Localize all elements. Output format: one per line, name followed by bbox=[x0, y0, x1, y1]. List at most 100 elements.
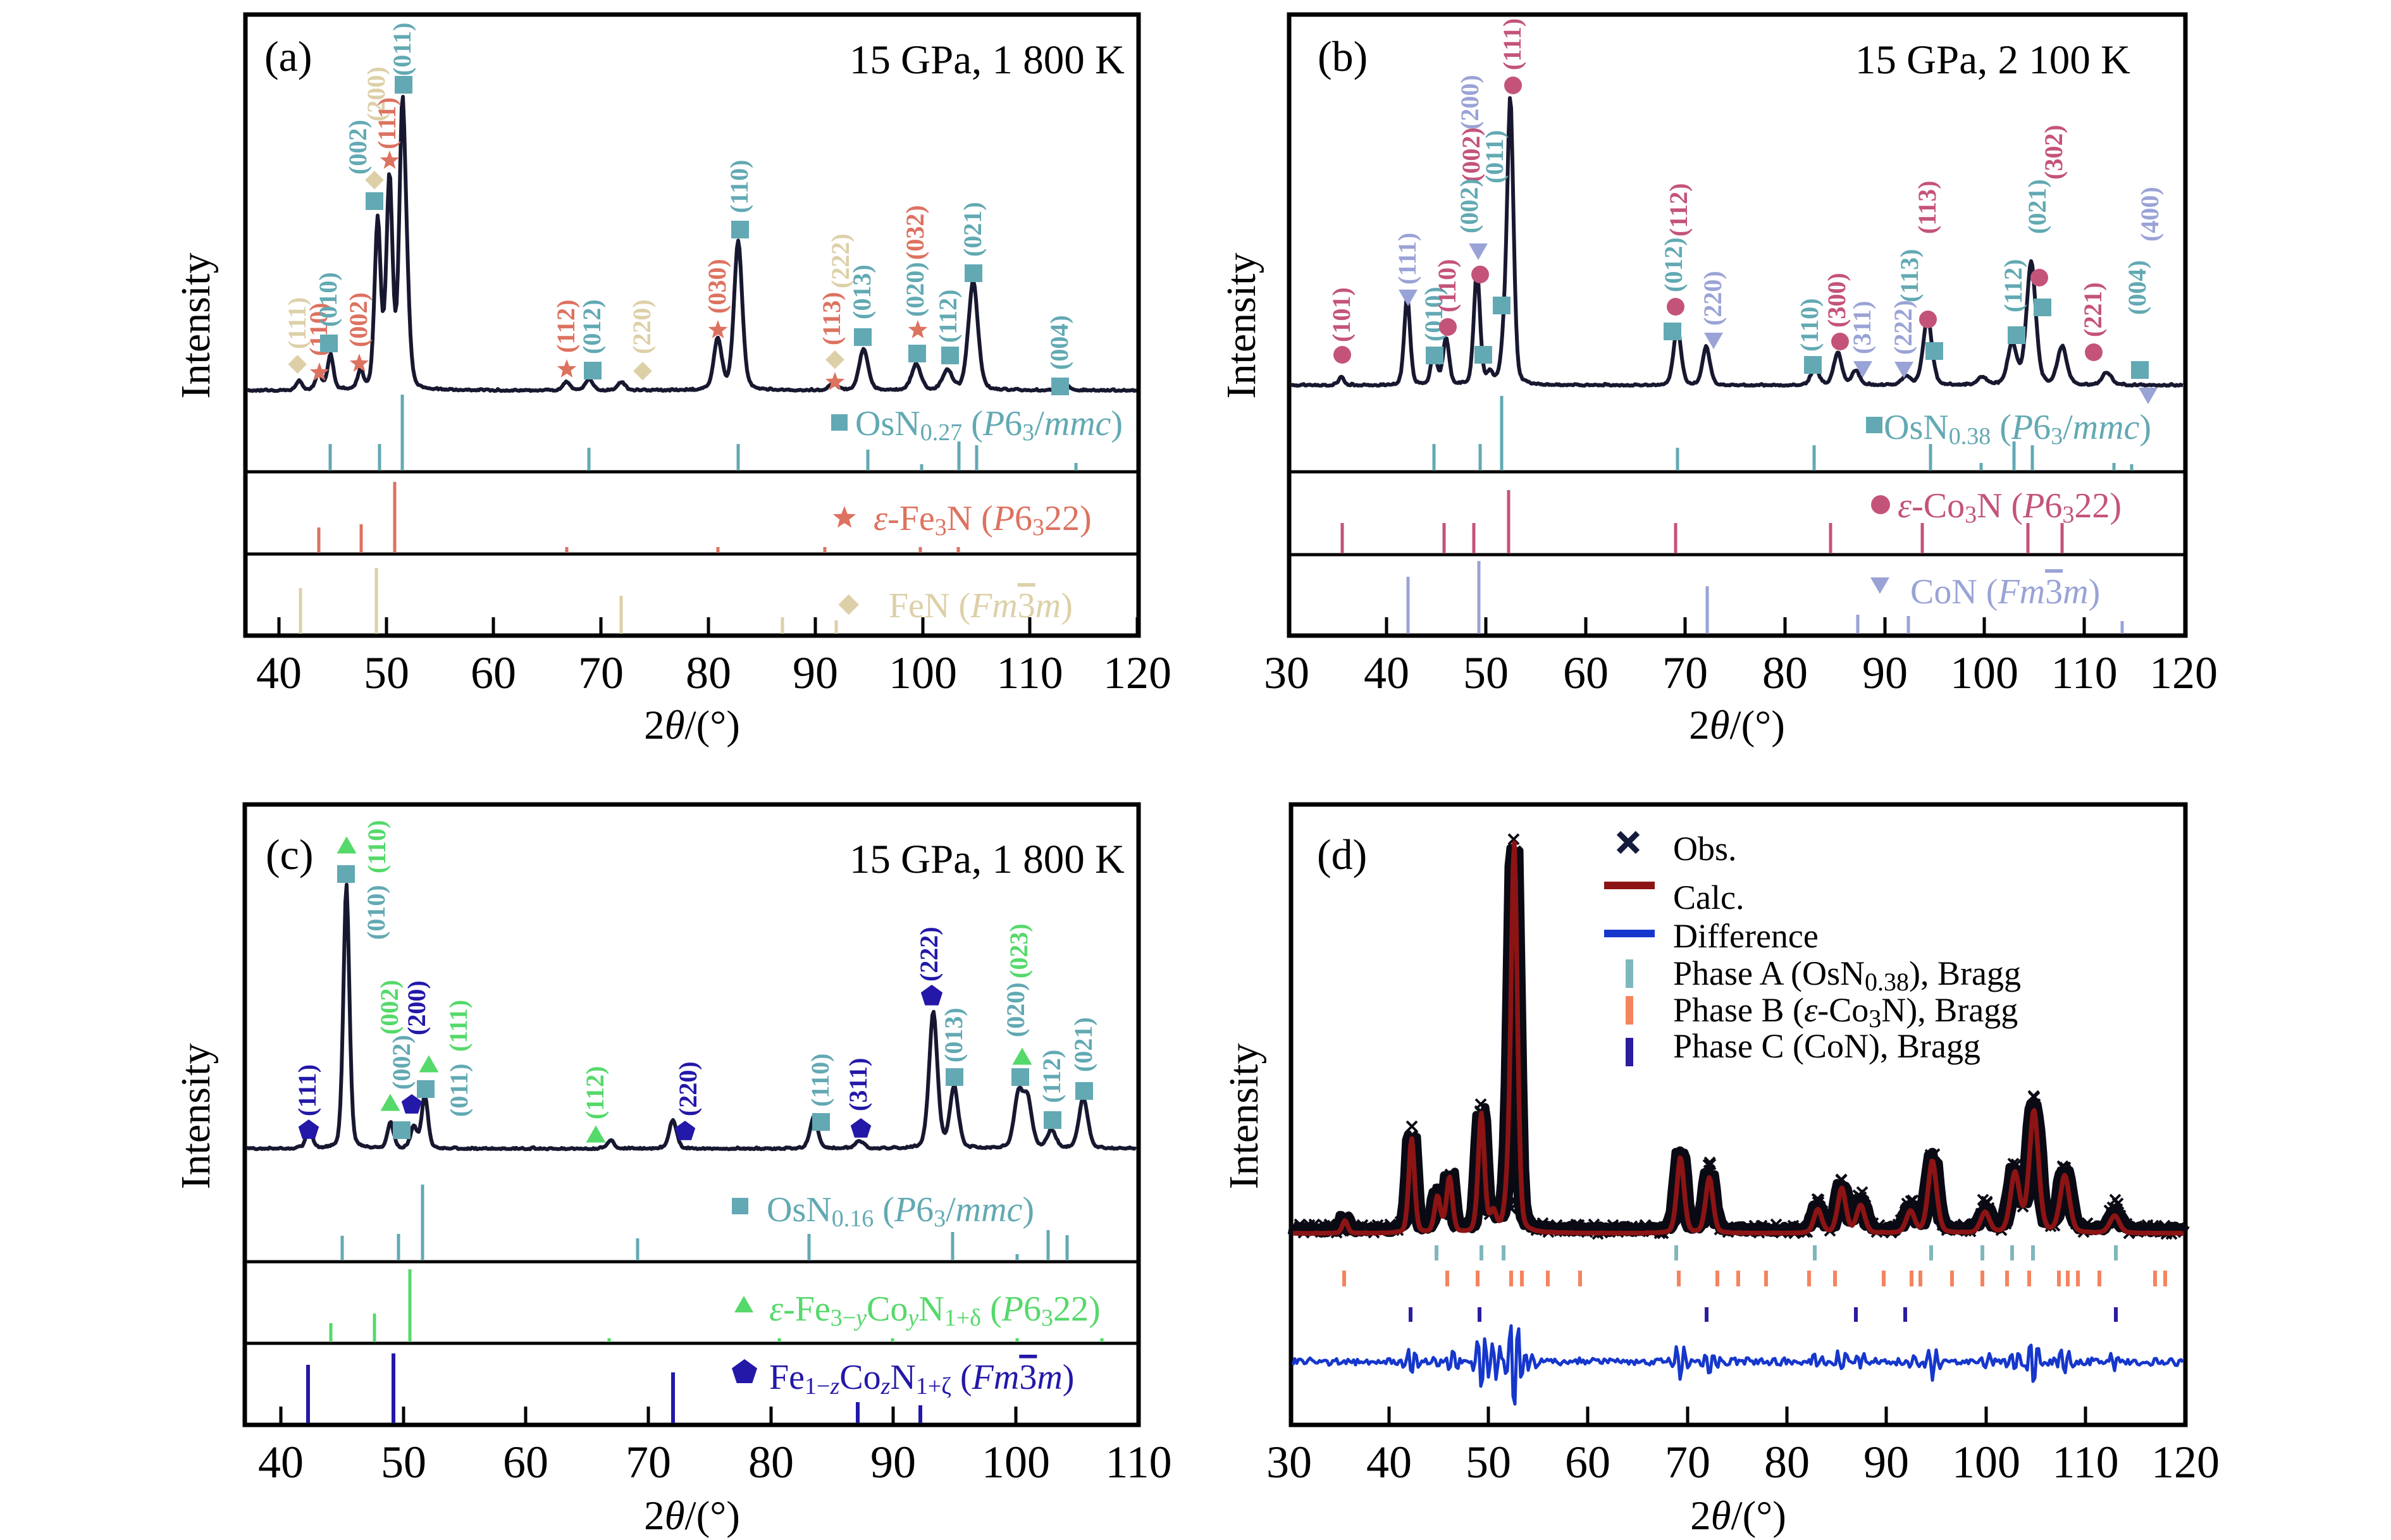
svg-text:(220): (220) bbox=[674, 1061, 702, 1116]
svg-text:110: 110 bbox=[2052, 1437, 2118, 1488]
svg-text:(011): (011) bbox=[388, 23, 416, 76]
svg-text:2θ/(°): 2θ/(°) bbox=[644, 1493, 740, 1539]
svg-text:Intensity: Intensity bbox=[1221, 1044, 1267, 1190]
svg-text:60: 60 bbox=[1565, 1437, 1610, 1488]
svg-text:(002): (002) bbox=[1455, 178, 1483, 233]
svg-text:110: 110 bbox=[1105, 1437, 1171, 1488]
svg-text:CoN (Fm3m): CoN (Fm3m) bbox=[1910, 572, 2100, 612]
svg-text:(112): (112) bbox=[1999, 259, 2027, 312]
svg-text:(302): (302) bbox=[2039, 125, 2068, 180]
svg-text:OsN0.38 (P63/mmc): OsN0.38 (P63/mmc) bbox=[1884, 408, 2151, 450]
svg-text:Phase A (OsN0.38), Bragg: Phase A (OsN0.38), Bragg bbox=[1673, 954, 2021, 996]
svg-text:(010): (010) bbox=[362, 885, 390, 940]
svg-text:Calc.: Calc. bbox=[1673, 878, 1744, 916]
svg-text:(200): (200) bbox=[362, 66, 390, 121]
svg-text:(113): (113) bbox=[1895, 249, 1924, 302]
svg-text:(021): (021) bbox=[958, 202, 987, 257]
svg-text:70: 70 bbox=[578, 648, 624, 698]
svg-text:(004): (004) bbox=[2123, 260, 2151, 315]
svg-text:ε-Fe3N (P6322): ε-Fe3N (P6322) bbox=[874, 499, 1092, 541]
svg-text:Intensity: Intensity bbox=[1218, 253, 1264, 399]
svg-text:80: 80 bbox=[1764, 1437, 1810, 1488]
svg-text:(013): (013) bbox=[848, 264, 876, 319]
svg-text:(d): (d) bbox=[1317, 830, 1367, 878]
svg-text:80: 80 bbox=[686, 648, 731, 698]
svg-text:(200): (200) bbox=[1455, 75, 1484, 130]
svg-text:70: 70 bbox=[1662, 648, 1708, 698]
svg-text:Difference: Difference bbox=[1673, 917, 1819, 955]
svg-text:90: 90 bbox=[793, 648, 838, 698]
svg-text:50: 50 bbox=[381, 1437, 426, 1488]
svg-text:90: 90 bbox=[870, 1437, 916, 1488]
svg-text:80: 80 bbox=[748, 1437, 794, 1488]
svg-text:FeN (Fm3m): FeN (Fm3m) bbox=[889, 586, 1073, 625]
svg-text:(c): (c) bbox=[266, 830, 313, 878]
svg-text:(112): (112) bbox=[1664, 183, 1693, 237]
svg-text:(111): (111) bbox=[1498, 18, 1526, 70]
svg-text:100: 100 bbox=[1952, 1437, 2020, 1488]
svg-text:(030): (030) bbox=[703, 259, 731, 314]
svg-text:(112): (112) bbox=[934, 290, 962, 343]
svg-text:(400): (400) bbox=[2135, 187, 2164, 242]
svg-text:(023): (023) bbox=[1004, 923, 1033, 978]
svg-text:40: 40 bbox=[1364, 648, 1409, 698]
svg-text:(002): (002) bbox=[344, 292, 373, 347]
svg-text:40: 40 bbox=[258, 1437, 304, 1488]
svg-text:(b): (b) bbox=[1318, 32, 1368, 80]
svg-text:(002): (002) bbox=[387, 1035, 416, 1090]
svg-text:Obs.: Obs. bbox=[1673, 830, 1737, 868]
svg-text:(110): (110) bbox=[806, 1054, 834, 1107]
svg-text:60: 60 bbox=[503, 1437, 548, 1488]
svg-text:(013): (013) bbox=[939, 1007, 968, 1063]
svg-text:2θ/(°): 2θ/(°) bbox=[1689, 703, 1785, 748]
svg-text:(111): (111) bbox=[283, 297, 311, 349]
svg-text:(010): (010) bbox=[314, 272, 342, 327]
svg-text:40: 40 bbox=[256, 648, 302, 698]
svg-text:15 GPa, 1 800 K: 15 GPa, 1 800 K bbox=[850, 37, 1125, 83]
svg-text:ε-Co3N (P6322): ε-Co3N (P6322) bbox=[1898, 486, 2122, 528]
svg-text:(113): (113) bbox=[1913, 181, 1941, 234]
svg-text:30: 30 bbox=[1264, 648, 1309, 698]
svg-text:100: 100 bbox=[982, 1437, 1050, 1488]
svg-text:(021): (021) bbox=[2023, 179, 2051, 234]
svg-text:100: 100 bbox=[1950, 648, 2018, 698]
svg-text:15 GPa, 1 800 K: 15 GPa, 1 800 K bbox=[850, 837, 1125, 882]
svg-text:(020): (020) bbox=[901, 262, 929, 317]
svg-text:(110): (110) bbox=[1433, 259, 1461, 312]
svg-text:60: 60 bbox=[1563, 648, 1609, 698]
svg-text:(220): (220) bbox=[1698, 271, 1727, 326]
svg-text:(112): (112) bbox=[581, 1066, 609, 1119]
svg-text:110: 110 bbox=[996, 648, 1063, 698]
svg-text:(222): (222) bbox=[915, 927, 943, 982]
svg-text:(112): (112) bbox=[1037, 1050, 1066, 1103]
svg-text:(012): (012) bbox=[578, 299, 606, 354]
svg-text:OsN0.27 (P63/mmc): OsN0.27 (P63/mmc) bbox=[855, 404, 1123, 446]
svg-text:60: 60 bbox=[471, 648, 516, 698]
svg-text:120: 120 bbox=[2149, 648, 2218, 698]
svg-text:(113): (113) bbox=[817, 292, 846, 345]
svg-text:15 GPa, 2 100 K: 15 GPa, 2 100 K bbox=[1855, 37, 2130, 83]
svg-text:(021): (021) bbox=[1069, 1017, 1097, 1072]
svg-text:(032): (032) bbox=[901, 205, 929, 260]
svg-text:OsN0.16 (P63/mmc): OsN0.16 (P63/mmc) bbox=[767, 1190, 1034, 1232]
svg-text:(110): (110) bbox=[362, 820, 391, 873]
svg-text:Intensity: Intensity bbox=[173, 253, 219, 399]
svg-text:2θ/(°): 2θ/(°) bbox=[1690, 1493, 1786, 1539]
svg-text:(004): (004) bbox=[1045, 315, 1073, 370]
svg-text:(220): (220) bbox=[627, 299, 656, 354]
svg-text:(111): (111) bbox=[293, 1064, 321, 1116]
svg-text:(012): (012) bbox=[1659, 237, 1688, 292]
svg-text:2θ/(°): 2θ/(°) bbox=[644, 703, 740, 748]
svg-text:30: 30 bbox=[1266, 1437, 1312, 1488]
svg-text:Phase B (ε-Co3N), Bragg: Phase B (ε-Co3N), Bragg bbox=[1673, 991, 2018, 1033]
svg-text:(311): (311) bbox=[844, 1058, 872, 1111]
svg-text:110: 110 bbox=[2051, 648, 2117, 698]
svg-text:Phase C (CoN), Bragg: Phase C (CoN), Bragg bbox=[1673, 1027, 1980, 1065]
svg-text:(111): (111) bbox=[444, 1000, 473, 1052]
svg-text:(002): (002) bbox=[1457, 127, 1485, 182]
svg-text:50: 50 bbox=[1463, 648, 1509, 698]
svg-text:(221): (221) bbox=[2079, 282, 2107, 337]
svg-text:(011): (011) bbox=[1480, 130, 1509, 183]
svg-text:(222): (222) bbox=[826, 233, 855, 288]
svg-text:40: 40 bbox=[1366, 1437, 1412, 1488]
